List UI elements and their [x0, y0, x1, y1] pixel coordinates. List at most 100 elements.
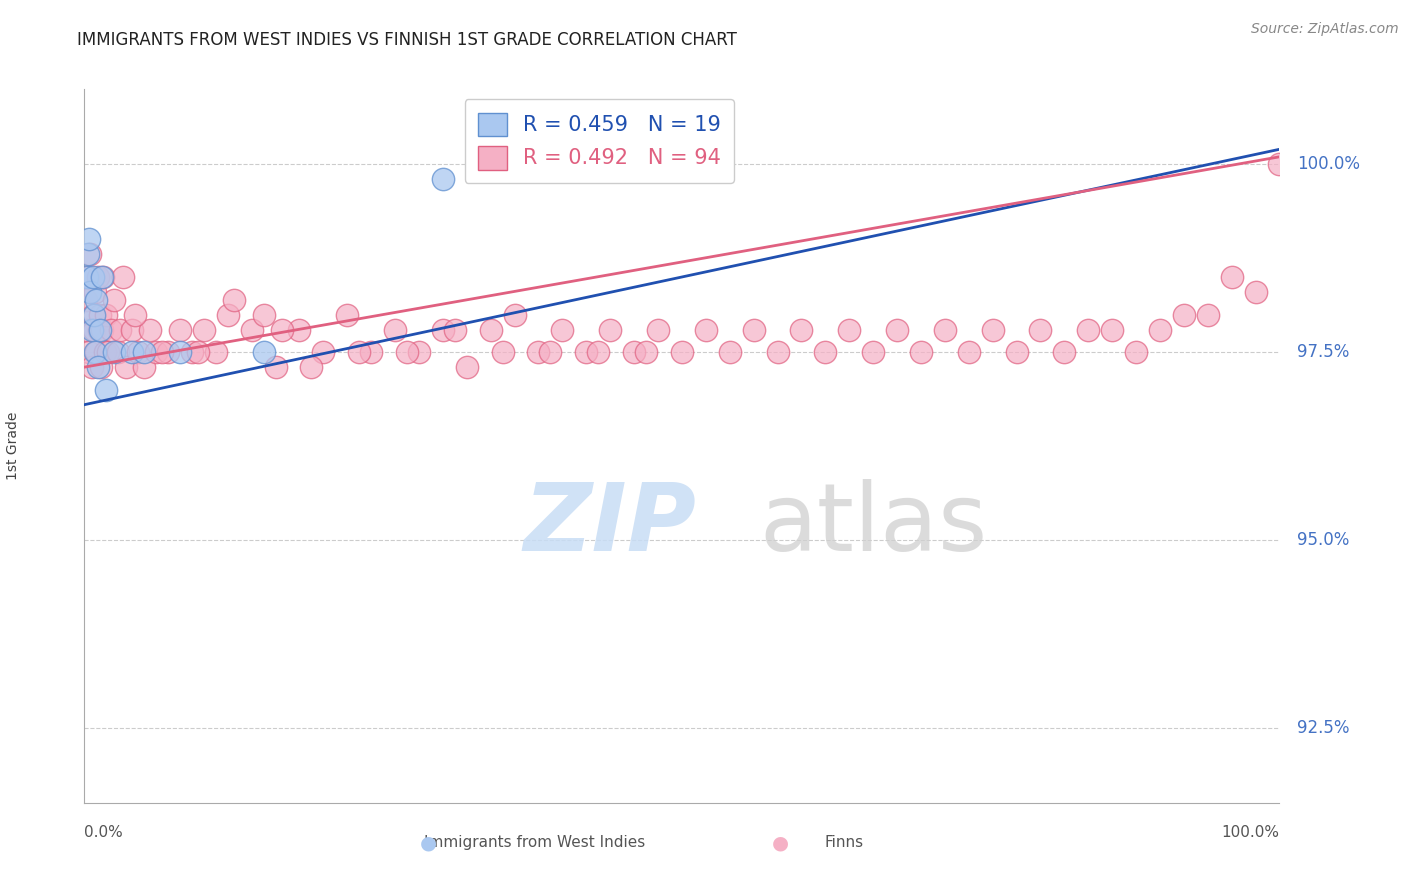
Point	[89, 322, 111, 336]
Point	[396, 345, 419, 359]
Point	[115, 360, 138, 375]
Point	[83, 322, 105, 336]
Point	[80, 322, 103, 336]
Point	[695, 322, 717, 336]
Point	[742, 322, 765, 336]
Point	[408, 345, 430, 359]
Point	[551, 322, 574, 336]
Point	[79, 285, 101, 299]
Point	[647, 322, 669, 336]
Point	[86, 270, 108, 285]
Point	[87, 322, 110, 336]
Point	[1197, 308, 1219, 322]
Point	[766, 345, 789, 359]
Point	[1149, 322, 1171, 336]
Point	[132, 345, 156, 359]
Text: 95.0%: 95.0%	[1298, 531, 1350, 549]
Point	[1173, 308, 1195, 322]
Point	[1053, 345, 1076, 359]
Text: 92.5%: 92.5%	[1298, 719, 1350, 737]
Point	[139, 322, 162, 336]
Point	[91, 322, 114, 336]
Point	[671, 345, 693, 359]
Text: Finns: Finns	[824, 836, 863, 850]
Point	[145, 345, 167, 359]
Point	[503, 308, 526, 322]
Point	[205, 345, 228, 359]
Point	[86, 360, 108, 375]
Point	[217, 308, 239, 322]
Point	[76, 322, 98, 336]
Point	[187, 345, 209, 359]
Point	[312, 345, 335, 359]
Point	[934, 322, 956, 336]
Point	[86, 345, 108, 359]
Point	[1077, 322, 1099, 336]
Point	[82, 270, 104, 285]
Point	[107, 345, 129, 359]
Point	[1220, 270, 1243, 285]
Point	[83, 308, 105, 322]
Point	[349, 345, 371, 359]
Text: IMMIGRANTS FROM WEST INDIES VS FINNISH 1ST GRADE CORRELATION CHART: IMMIGRANTS FROM WEST INDIES VS FINNISH 1…	[77, 31, 737, 49]
Point	[169, 322, 191, 336]
Point	[599, 322, 621, 336]
Point	[910, 345, 932, 359]
Legend: R = 0.459   N = 19, R = 0.492   N = 94: R = 0.459 N = 19, R = 0.492 N = 94	[464, 99, 734, 184]
Point	[124, 308, 146, 322]
Point	[1244, 285, 1267, 299]
Point	[84, 345, 107, 359]
Text: ●: ●	[772, 833, 789, 853]
Point	[790, 322, 813, 336]
Point	[110, 322, 132, 336]
Point	[636, 345, 658, 359]
Point	[84, 285, 107, 299]
Point	[150, 345, 173, 359]
Point	[94, 308, 117, 322]
Point	[838, 322, 860, 336]
Point	[100, 322, 122, 336]
Point	[80, 360, 103, 375]
Text: atlas: atlas	[759, 479, 987, 571]
Point	[103, 293, 125, 307]
Point	[456, 360, 478, 375]
Text: 97.5%: 97.5%	[1298, 343, 1350, 361]
Text: ZIP: ZIP	[524, 479, 696, 571]
Point	[253, 345, 276, 359]
Text: 100.0%: 100.0%	[1298, 155, 1361, 173]
Point	[384, 322, 406, 336]
Point	[77, 247, 100, 261]
Point	[103, 345, 125, 359]
Text: 100.0%: 100.0%	[1222, 825, 1279, 840]
Point	[718, 345, 741, 359]
Point	[575, 345, 598, 359]
Point	[432, 172, 454, 186]
Point	[90, 360, 112, 375]
Point	[121, 322, 143, 336]
Point	[432, 322, 454, 336]
Point	[86, 293, 108, 307]
Point	[76, 270, 98, 285]
Point	[1101, 322, 1123, 336]
Text: Immigrants from West Indies: Immigrants from West Indies	[423, 836, 645, 850]
Point	[79, 247, 101, 261]
Text: 1st Grade: 1st Grade	[6, 412, 20, 480]
Point	[91, 270, 114, 285]
Point	[89, 308, 111, 322]
Point	[1125, 345, 1147, 359]
Point	[253, 308, 276, 322]
Point	[479, 322, 502, 336]
Point	[981, 322, 1004, 336]
Point	[82, 308, 104, 322]
Point	[360, 345, 382, 359]
Point	[814, 345, 837, 359]
Text: 0.0%: 0.0%	[84, 825, 124, 840]
Point	[77, 345, 100, 359]
Point	[588, 345, 610, 359]
Point	[93, 345, 115, 359]
Point	[222, 293, 245, 307]
Point	[862, 345, 884, 359]
Point	[336, 308, 359, 322]
Point	[127, 345, 149, 359]
Point	[75, 293, 97, 307]
